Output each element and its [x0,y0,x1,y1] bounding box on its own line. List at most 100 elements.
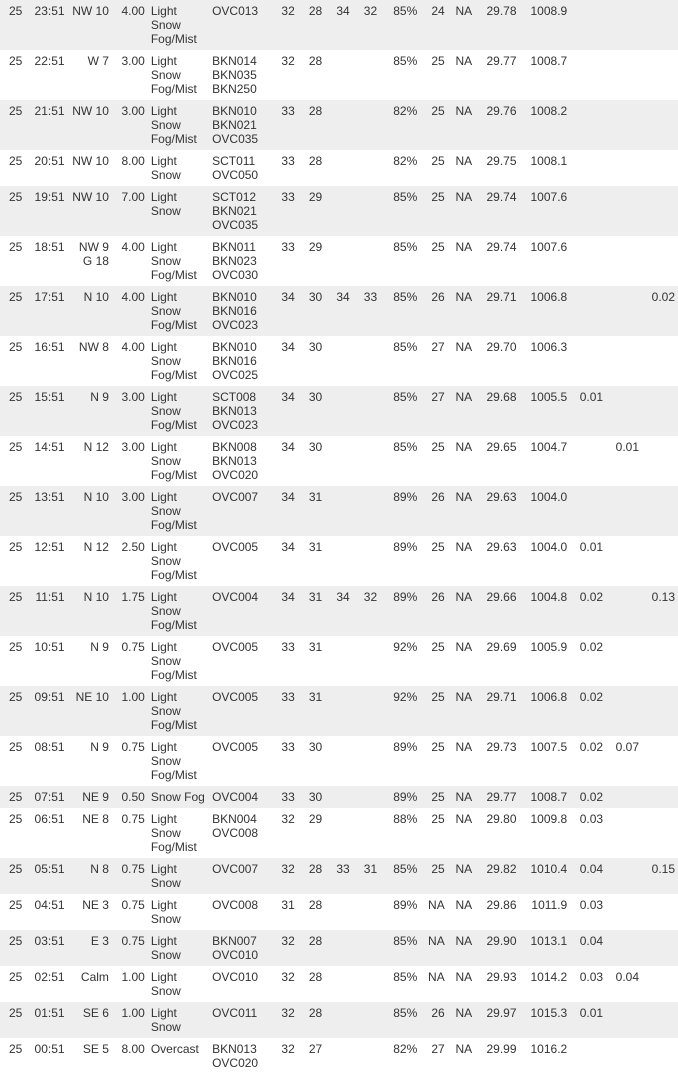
cell-wind: N 10 [68,586,112,636]
cell-hi: NA [448,786,475,808]
cell-slp: 1004.0 [520,536,571,586]
cell-t2: 28 [298,0,325,50]
cell-vis: 3.00 [112,386,148,436]
cell-vis: 1.00 [112,966,148,1002]
cell-day: 25 [0,930,25,966]
cell-slp: 1006.8 [520,286,571,336]
cell-p2: 0.04 [606,966,642,1002]
cell-p2 [606,894,642,930]
cell-t1: 33 [270,186,297,236]
cell-t4 [353,966,380,1002]
cell-hi: NA [448,930,475,966]
cell-hi: NA [448,586,475,636]
cell-t4 [353,808,380,858]
cell-day: 25 [0,858,25,894]
cell-t2: 28 [298,858,325,894]
cell-p2 [606,50,642,100]
cell-vis: 4.00 [112,0,148,50]
cell-hi: NA [448,966,475,1002]
cell-time: 22:51 [25,50,67,100]
cell-p1: 0.01 [570,386,606,436]
cell-p3 [642,50,678,100]
table-row: 2503:51E 30.75Light SnowBKN007 OVC010322… [0,930,678,966]
cell-time: 02:51 [25,966,67,1002]
cell-p2 [606,1002,642,1038]
cell-rh: 85% [380,966,420,1002]
cell-day: 25 [0,436,25,486]
cell-wind: SE 6 [68,1002,112,1038]
cell-p3 [642,930,678,966]
cell-day: 25 [0,636,25,686]
cell-wx: Light Snow [148,858,209,894]
cell-p2 [606,236,642,286]
cell-p1: 0.04 [570,930,606,966]
table-row: 2502:51Calm1.00Light SnowOVC010322885%NA… [0,966,678,1002]
cell-time: 23:51 [25,0,67,50]
cell-wind: W 7 [68,50,112,100]
cell-alt: 29.82 [475,858,519,894]
cell-t1: 33 [270,686,297,736]
table-row: 2507:51NE 90.50Snow FogOVC004333089%25NA… [0,786,678,808]
cell-sky: SCT012 BKN021 OVC035 [209,186,270,236]
cell-rh: 85% [380,50,420,100]
cell-day: 25 [0,186,25,236]
cell-wc: 25 [420,436,447,486]
cell-vis: 4.00 [112,336,148,386]
cell-t4 [353,786,380,808]
cell-alt: 29.71 [475,686,519,736]
cell-t2: 28 [298,150,325,186]
cell-vis: 1.00 [112,686,148,736]
cell-p3 [642,1002,678,1038]
cell-day: 25 [0,586,25,636]
cell-wc: NA [420,966,447,1002]
cell-wind: N 10 [68,286,112,336]
cell-hi: NA [448,150,475,186]
cell-sky: OVC008 [209,894,270,930]
cell-time: 05:51 [25,858,67,894]
cell-t3 [325,736,352,786]
cell-t3 [325,636,352,686]
cell-rh: 88% [380,808,420,858]
cell-hi: NA [448,50,475,100]
cell-p1: 0.03 [570,894,606,930]
cell-p1: 0.02 [570,686,606,736]
cell-wx: Light Snow Fog/Mist [148,586,209,636]
cell-day: 25 [0,150,25,186]
cell-p2 [606,336,642,386]
cell-t2: 30 [298,336,325,386]
cell-alt: 29.80 [475,808,519,858]
cell-p2 [606,808,642,858]
cell-t1: 34 [270,586,297,636]
cell-sky: BKN008 BKN013 OVC020 [209,436,270,486]
cell-t2: 28 [298,930,325,966]
cell-wc: 27 [420,1038,447,1074]
cell-t4: 31 [353,858,380,894]
cell-sky: BKN011 BKN023 OVC030 [209,236,270,286]
cell-t1: 34 [270,286,297,336]
cell-t2: 31 [298,636,325,686]
cell-alt: 29.63 [475,536,519,586]
table-row: 2509:51NE 101.00Light Snow Fog/MistOVC00… [0,686,678,736]
cell-wx: Light Snow Fog/Mist [148,286,209,336]
cell-slp: 1008.9 [520,0,571,50]
cell-sky: OVC005 [209,736,270,786]
cell-t4 [353,150,380,186]
cell-time: 01:51 [25,1002,67,1038]
cell-hi: NA [448,236,475,286]
cell-alt: 29.97 [475,1002,519,1038]
cell-wx: Light Snow Fog/Mist [148,0,209,50]
cell-alt: 29.77 [475,50,519,100]
cell-vis: 3.00 [112,50,148,100]
cell-p3: 0.13 [642,586,678,636]
cell-hi: NA [448,286,475,336]
cell-wx: Light Snow Fog/Mist [148,436,209,486]
cell-p1 [570,1038,606,1074]
cell-rh: 85% [380,858,420,894]
cell-time: 21:51 [25,100,67,150]
cell-rh: 89% [380,894,420,930]
cell-t2: 31 [298,686,325,736]
cell-rh: 82% [380,1038,420,1074]
cell-t3 [325,536,352,586]
cell-alt: 29.74 [475,186,519,236]
cell-slp: 1013.1 [520,930,571,966]
